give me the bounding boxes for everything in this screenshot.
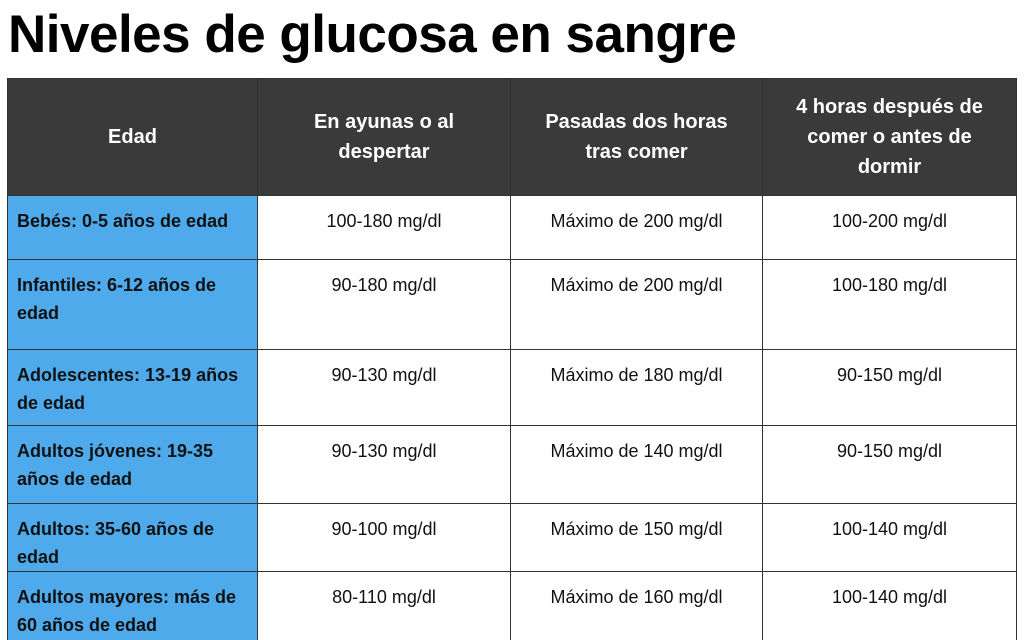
value-cell: 80-110 mg/dl (257, 571, 511, 640)
title: Niveles de glucosa en sangre (8, 5, 737, 64)
value-cell: Máximo de 200 mg/dl (510, 195, 763, 260)
value-cell: Máximo de 180 mg/dl (510, 349, 763, 426)
age-cell: Adultos: 35-60 años de edad (7, 503, 258, 572)
table-row: Infantiles: 6-12 años de edad 90-180 mg/d… (7, 259, 1017, 350)
value-cell: 100-200 mg/dl (762, 195, 1017, 260)
value-cell: 90-180 mg/dl (257, 259, 511, 350)
column-header: 4 horas después de comer o antes de dorm… (762, 78, 1017, 196)
value-cell: 90-150 mg/dl (762, 349, 1017, 426)
age-cell: Adolescentes: 13-19 años de edad (7, 349, 258, 426)
value-cell: Máximo de 150 mg/dl (510, 503, 763, 572)
value-cell: Máximo de 200 mg/dl (510, 259, 763, 350)
value-cell: 90-100 mg/dl (257, 503, 511, 572)
column-header: Edad (7, 78, 258, 196)
glucose-table: Edad En ayunas o al despertar Pasadas dos … (7, 78, 1017, 640)
table-row: Adultos mayores: más de 60 años de edad 8… (7, 571, 1017, 640)
value-cell: 90-130 mg/dl (257, 425, 511, 504)
value-cell: 90-150 mg/dl (762, 425, 1017, 504)
header-row: Edad En ayunas o al despertar Pasadas dos … (7, 78, 1017, 196)
table-row: Adolescentes: 13-19 años de edad 90-130 m… (7, 349, 1017, 426)
value-cell: 100-140 mg/dl (762, 503, 1017, 572)
value-cell: 100-180 mg/dl (257, 195, 511, 260)
age-cell: Adultos jóvenes: 19-35 años de edad (7, 425, 258, 504)
age-cell: Infantiles: 6-12 años de edad (7, 259, 258, 350)
column-header: Pasadas dos horas tras comer (510, 78, 763, 196)
value-cell: 90-130 mg/dl (257, 349, 511, 426)
age-cell: Bebés: 0-5 años de edad (7, 195, 258, 260)
table-row: Bebés: 0-5 años de edad 100-180 mg/dl Máxi… (7, 195, 1017, 260)
age-cell: Adultos mayores: más de 60 años de edad (7, 571, 258, 640)
column-header: En ayunas o al despertar (257, 78, 511, 196)
table-row: Adultos: 35-60 años de edad 90-100 mg/dl M… (7, 503, 1017, 572)
value-cell: 100-140 mg/dl (762, 571, 1017, 640)
value-cell: Máximo de 160 mg/dl (510, 571, 763, 640)
value-cell: Máximo de 140 mg/dl (510, 425, 763, 504)
table-body: Bebés: 0-5 años de edad 100-180 mg/dl Máxi… (7, 195, 1017, 640)
value-cell: 100-180 mg/dl (762, 259, 1017, 350)
table-row: Adultos jóvenes: 19-35 años de edad 90-13… (7, 425, 1017, 504)
